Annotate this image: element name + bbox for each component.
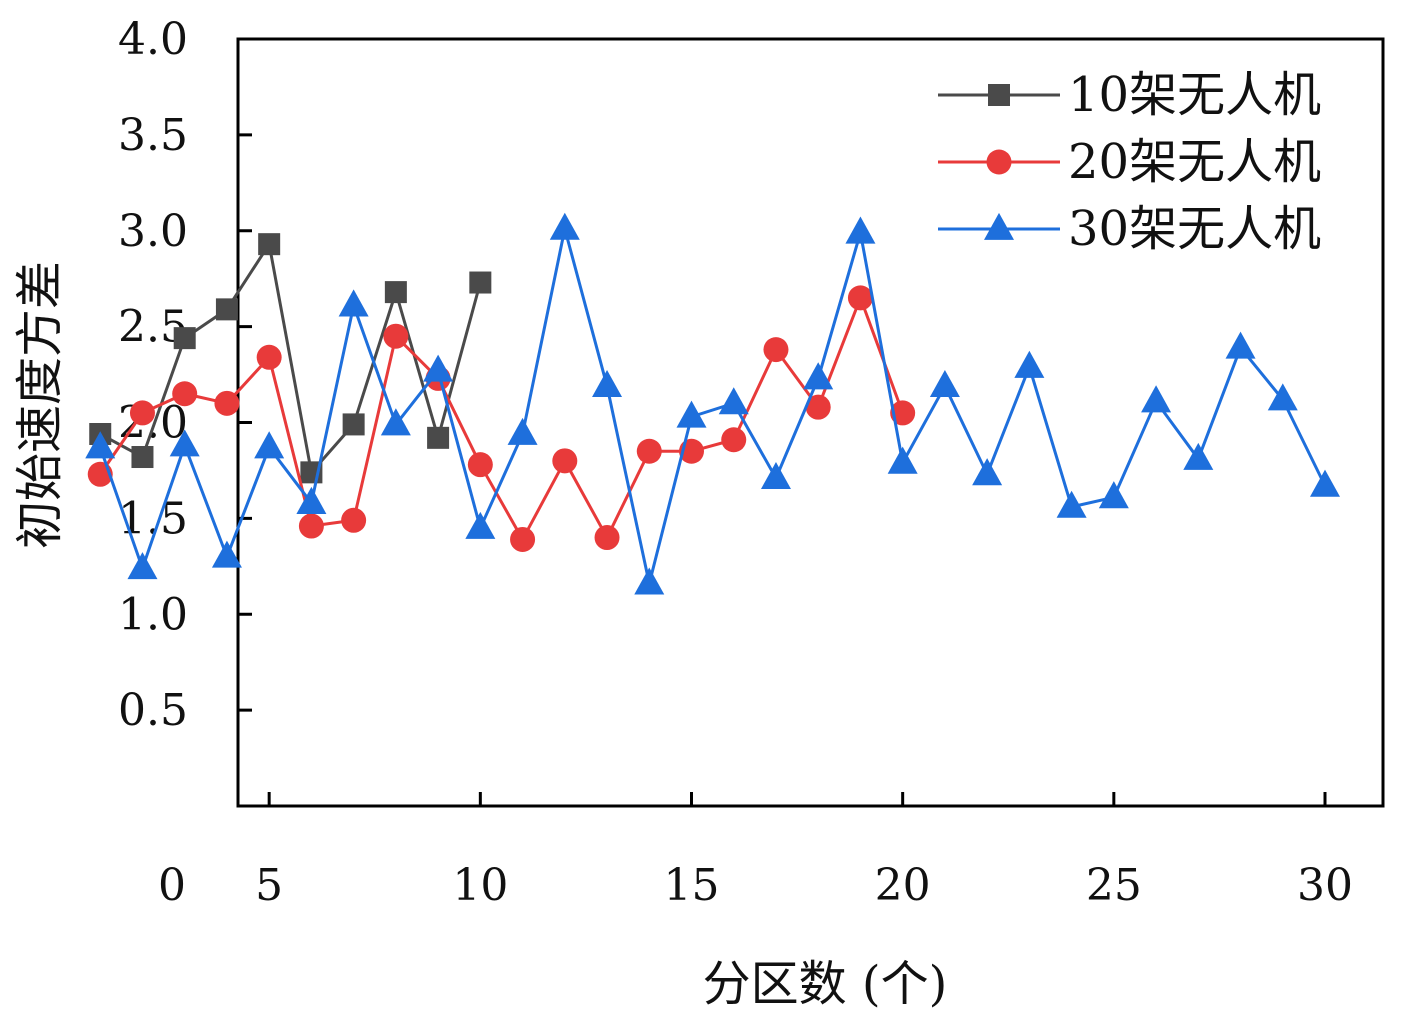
- data-point: [215, 298, 238, 321]
- data-point: [594, 525, 620, 551]
- y-axis-ticks: 0.51.01.52.02.53.03.54.0: [118, 14, 252, 736]
- data-point: [1098, 481, 1129, 509]
- data-point: [342, 413, 365, 436]
- legend-marker: [988, 84, 1010, 106]
- data-point: [380, 408, 411, 436]
- data-point: [1225, 331, 1256, 359]
- data-point: [423, 354, 454, 382]
- data-point: [845, 216, 876, 244]
- x-axis-title: 分区数 (个): [703, 956, 948, 1012]
- series-2: [87, 285, 916, 552]
- data-point: [805, 394, 831, 420]
- data-point: [721, 427, 747, 453]
- data-point: [890, 400, 916, 426]
- data-point: [1183, 442, 1214, 470]
- data-point: [1014, 350, 1045, 378]
- data-point: [129, 400, 155, 426]
- series-1: [89, 233, 492, 484]
- data-point: [127, 552, 158, 580]
- y-tick-label: 3.5: [118, 110, 188, 161]
- data-point: [296, 486, 327, 514]
- data-point: [887, 446, 918, 474]
- data-point: [338, 289, 369, 317]
- y-axis-title: 初始速度方差: [12, 261, 68, 549]
- x-tick-label: 20: [875, 860, 931, 911]
- data-point: [636, 438, 662, 464]
- data-point: [1310, 469, 1340, 497]
- data-point: [131, 446, 154, 469]
- x-tick-label: 0: [158, 860, 186, 911]
- data-point: [341, 507, 367, 533]
- y-tick-label: 1.0: [118, 589, 188, 640]
- x-tick-label: 30: [1297, 860, 1353, 911]
- data-point: [173, 327, 196, 350]
- data-point: [929, 369, 960, 397]
- data-point: [258, 233, 281, 256]
- data-point: [676, 400, 707, 428]
- data-point: [972, 458, 1003, 486]
- data-point: [211, 540, 242, 568]
- series-layer: [85, 212, 1340, 595]
- data-point: [1267, 383, 1298, 411]
- data-point: [469, 271, 492, 294]
- x-tick-label: 10: [452, 860, 508, 911]
- data-point: [718, 387, 749, 415]
- y-tick-label: 3.0: [118, 206, 188, 257]
- series-line: [98, 296, 905, 541]
- data-point: [507, 417, 538, 445]
- data-point: [760, 461, 791, 490]
- data-point: [803, 362, 834, 390]
- series-3: [85, 212, 1340, 595]
- x-axis-ticks: 0 5 10 15 20 25 30: [158, 792, 1353, 911]
- series-line: [98, 227, 1327, 586]
- x-tick-label: 5: [255, 860, 283, 911]
- data-point: [256, 344, 282, 370]
- data-point: [427, 426, 450, 449]
- data-point: [847, 285, 873, 311]
- data-point: [552, 448, 578, 474]
- data-point: [384, 281, 407, 304]
- data-point: [298, 513, 324, 539]
- legend-marker: [986, 149, 1012, 175]
- data-point: [467, 452, 493, 478]
- legend-label: 30架无人机: [1068, 201, 1321, 257]
- legend-label: 10架无人机: [1068, 67, 1321, 123]
- data-point: [1141, 385, 1172, 413]
- data-point: [549, 212, 580, 240]
- data-point: [510, 526, 536, 552]
- y-tick-label: 0.5: [118, 685, 188, 736]
- legend-label: 20架无人机: [1068, 134, 1321, 190]
- data-point: [169, 429, 200, 457]
- data-point: [383, 323, 409, 349]
- data-point: [254, 431, 285, 459]
- legend: 10架无人机 20架无人机 30架无人机: [938, 67, 1321, 257]
- x-tick-label: 15: [664, 860, 720, 911]
- data-point: [214, 390, 240, 416]
- data-point: [634, 567, 665, 595]
- data-point: [763, 337, 789, 363]
- data-point: [172, 381, 198, 407]
- x-tick-label: 25: [1086, 860, 1142, 911]
- data-point: [85, 431, 116, 459]
- data-point: [592, 369, 623, 397]
- data-point: [465, 511, 496, 539]
- data-point: [1056, 490, 1087, 518]
- y-tick-label: 4.0: [118, 14, 188, 65]
- legend-marker: [984, 212, 1014, 240]
- series-line: [99, 242, 482, 474]
